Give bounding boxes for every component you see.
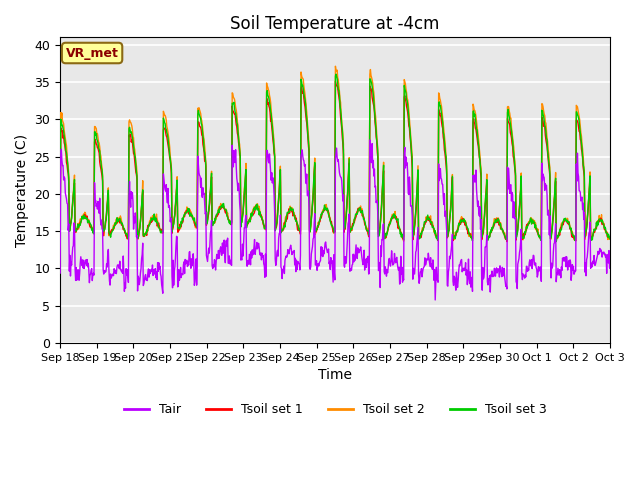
Text: VR_met: VR_met <box>66 47 118 60</box>
Title: Soil Temperature at -4cm: Soil Temperature at -4cm <box>230 15 440 33</box>
X-axis label: Time: Time <box>318 368 352 382</box>
Legend: Tair, Tsoil set 1, Tsoil set 2, Tsoil set 3: Tair, Tsoil set 1, Tsoil set 2, Tsoil se… <box>119 398 551 421</box>
Y-axis label: Temperature (C): Temperature (C) <box>15 133 29 247</box>
